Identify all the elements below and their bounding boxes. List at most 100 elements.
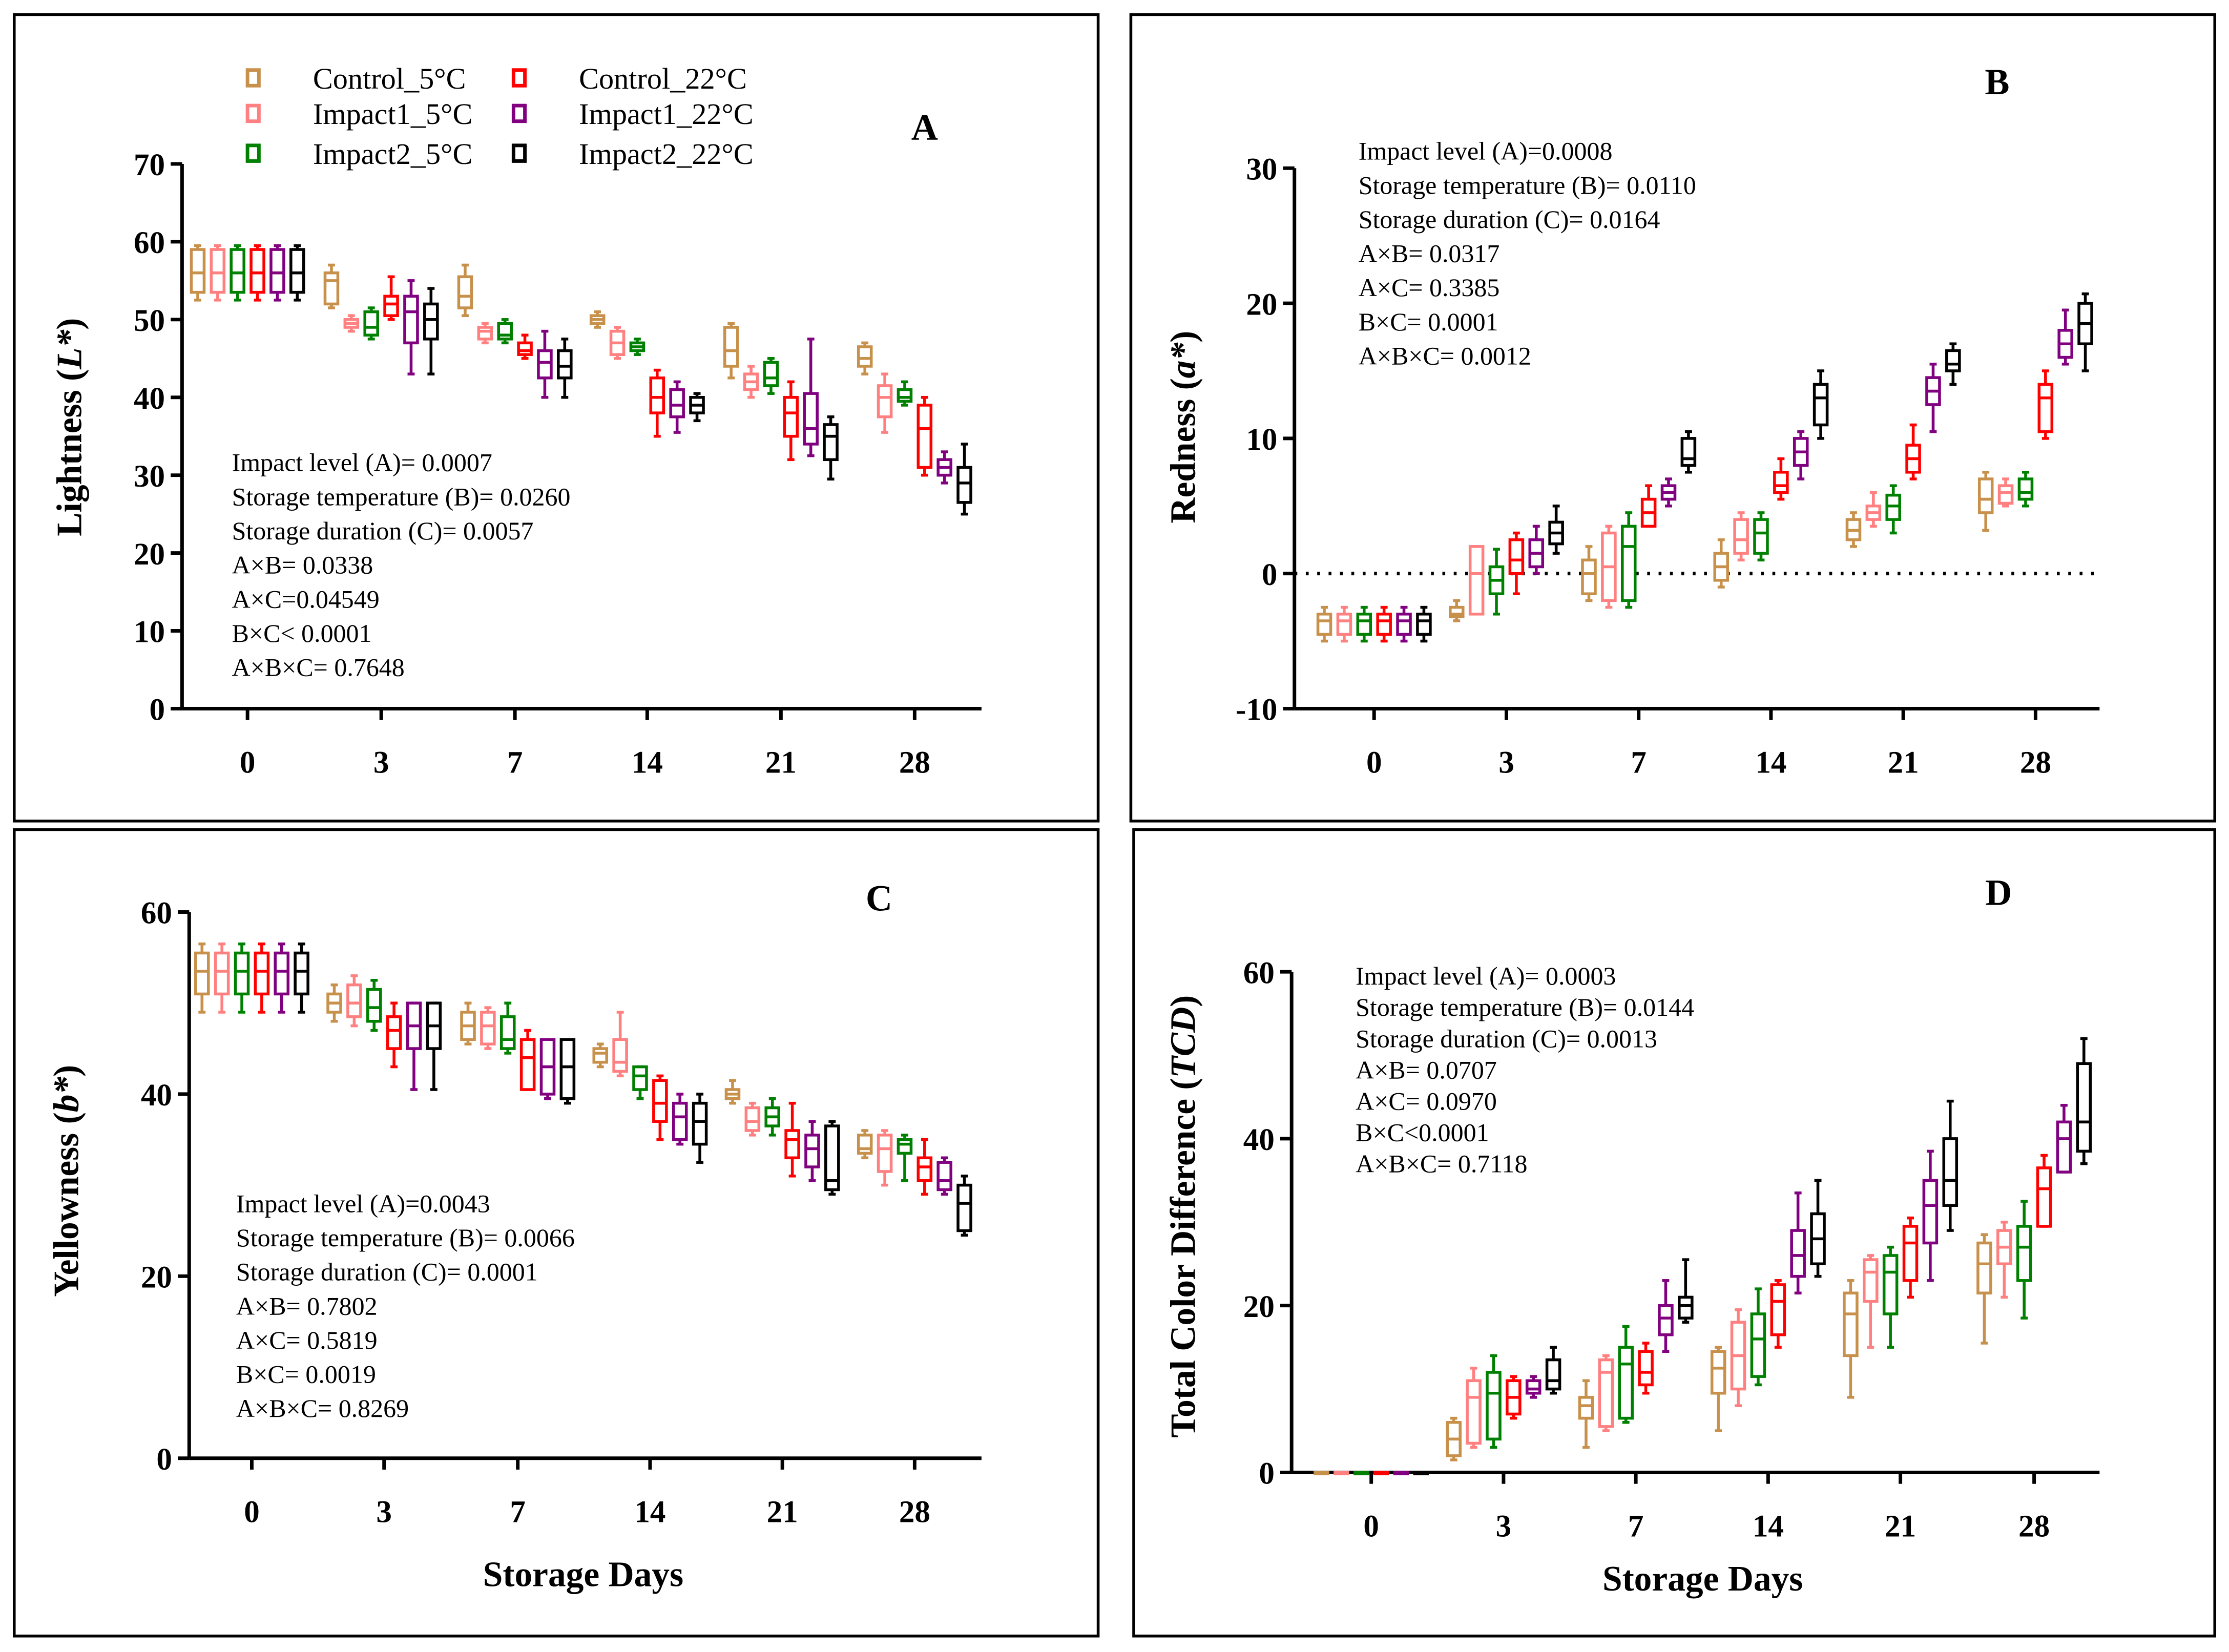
x-tick-label: 21 <box>765 745 797 780</box>
box-Impact2_5°C-day-28 <box>897 1134 913 1182</box>
box-Impact1_22°C-day-3 <box>406 1001 422 1091</box>
x-tick-label: 28 <box>2020 745 2051 780</box>
panel-c: 0 20 40 60 0 3 7 14 21 28 Yellowness (b*) Storage D… <box>12 828 1100 1638</box>
box-iqr <box>559 1038 576 1100</box>
box-Control_22°C-day-28 <box>2036 1154 2052 1228</box>
box-iqr <box>294 951 309 996</box>
box-Impact2_22°C-day-3 <box>1548 504 1564 555</box>
box-Control_22°C-day-3 <box>383 275 399 321</box>
box-Control_22°C-day-3 <box>1506 1375 1522 1420</box>
box-iqr <box>323 271 340 306</box>
box-Control_22°C-day-21 <box>783 380 799 462</box>
box-Impact1_22°C-day-28 <box>2056 1103 2072 1174</box>
panel-frame <box>12 828 1100 1638</box>
y-tick-label: 0 <box>150 693 165 727</box>
box-Control_5°C-day-14 <box>589 310 606 329</box>
legend-label: Control_22°C <box>579 62 747 95</box>
box-Impact2_22°C-day-14 <box>1813 369 1829 440</box>
box-Impact1_5°C-day-7 <box>480 1006 496 1050</box>
box-iqr <box>823 423 839 462</box>
x-tick-label: 28 <box>2018 1509 2050 1543</box>
y-tick-label: 50 <box>134 304 165 338</box>
anova-stat: Storage duration (C)= 0.0001 <box>236 1258 538 1286</box>
y-axis-label-text: ) <box>47 1065 87 1077</box>
y-tick-label: -10 <box>1236 693 1277 727</box>
box-iqr <box>497 322 513 341</box>
box-Impact1_22°C-day-21 <box>1922 1149 1939 1282</box>
box-iqr <box>289 248 305 294</box>
box-Impact1_5°C-day-14 <box>1733 511 1749 562</box>
box-Control_22°C-day-7 <box>1640 484 1657 528</box>
y-axis-label-text: Redness ( <box>1163 378 1203 523</box>
box-Impact1_5°C-day-28 <box>1997 477 2014 508</box>
box-iqr <box>1468 545 1485 616</box>
x-tick-label: 3 <box>1498 745 1514 780</box>
box-Impact2_5°C-day-14 <box>1750 1287 1766 1387</box>
box-iqr <box>1680 437 1697 467</box>
box-Control_5°C-day-28 <box>857 1129 873 1160</box>
box-iqr <box>366 988 382 1023</box>
box-Control_22°C-day-14 <box>652 1074 668 1141</box>
box-iqr <box>916 404 933 469</box>
anova-stat: Impact level (A)= 0.0003 <box>1356 961 1616 990</box>
box-Impact2_22°C-day-7 <box>1680 430 1697 474</box>
box-Control_22°C-day-3 <box>386 1001 402 1069</box>
box-Control_22°C-day-0 <box>1373 1471 1389 1476</box>
box-Control_22°C-day-14 <box>649 368 665 438</box>
y-tick-label: 60 <box>1243 956 1275 990</box>
y-tick-label: 40 <box>141 1078 172 1113</box>
anova-stat: Impact level (A)= 0.0007 <box>232 448 492 477</box>
anova-stat: Storage duration (C)= 0.0057 <box>232 516 534 545</box>
box-iqr <box>1466 1379 1482 1445</box>
box-Impact2_22°C-day-21 <box>1942 1099 1959 1232</box>
anova-stat: B×C= 0.0001 <box>1359 307 1498 336</box>
box-iqr <box>669 388 685 419</box>
legend-item: Control_22°C <box>511 62 747 95</box>
box-iqr <box>249 248 265 294</box>
box-iqr <box>612 1038 628 1073</box>
box-iqr <box>194 951 210 996</box>
box-iqr <box>897 388 913 403</box>
y-tick-label: 20 <box>1243 1290 1275 1324</box>
box-Impact1_22°C-day-14 <box>1793 430 1809 480</box>
anova-stat: B×C<0.0001 <box>1356 1118 1489 1147</box>
box-Impact1_22°C-day-14 <box>1790 1191 1806 1295</box>
box-Control_22°C-day-14 <box>1773 457 1789 501</box>
box-Impact1_5°C-day-3 <box>1466 1367 1482 1449</box>
box-iqr <box>274 951 290 996</box>
box-Impact1_5°C-day-3 <box>343 314 360 333</box>
box-iqr <box>557 349 573 380</box>
box-Impact1_5°C-day-7 <box>1598 1354 1614 1432</box>
y-tick-label: 60 <box>134 226 165 260</box>
box-iqr <box>269 248 285 294</box>
box-Impact2_5°C-day-28 <box>2017 471 2034 508</box>
box-iqr <box>877 1134 893 1173</box>
anova-stat: A×C= 0.3385 <box>1359 273 1500 302</box>
box-Impact1_5°C-day-3 <box>1468 545 1485 616</box>
box-Control_22°C-day-7 <box>519 1029 536 1091</box>
legend-label: Impact2_22°C <box>579 137 754 171</box>
box-Impact1_22°C-day-21 <box>803 338 819 457</box>
box-Control_5°C-day-3 <box>1446 1416 1462 1461</box>
box-iqr <box>897 1138 913 1155</box>
box-iqr <box>1620 525 1637 602</box>
box-Impact1_22°C-day-3 <box>1528 525 1545 575</box>
box-iqr <box>2036 1166 2052 1228</box>
box-Control_22°C-day-21 <box>1902 1216 1919 1299</box>
box-iqr <box>1356 613 1372 636</box>
box-Control_5°C-day-3 <box>323 263 340 309</box>
box-Impact2_5°C-day-3 <box>363 306 379 341</box>
y-tick-label: 0 <box>1262 558 1278 592</box>
box-iqr <box>2076 1062 2092 1153</box>
box-Impact2_22°C-day-28 <box>2076 1037 2092 1165</box>
box-Control_22°C-day-0 <box>254 942 270 1014</box>
box-Impact1_22°C-day-28 <box>936 450 952 485</box>
box-iqr <box>936 1161 952 1191</box>
box-Impact1_22°C-day-3 <box>1525 1375 1541 1399</box>
box-Impact1_5°C-day-21 <box>1863 1254 1879 1349</box>
box-iqr <box>2016 1225 2032 1282</box>
box-Impact2_5°C-day-7 <box>1620 511 1637 609</box>
x-tick-label: 0 <box>244 1495 260 1530</box>
